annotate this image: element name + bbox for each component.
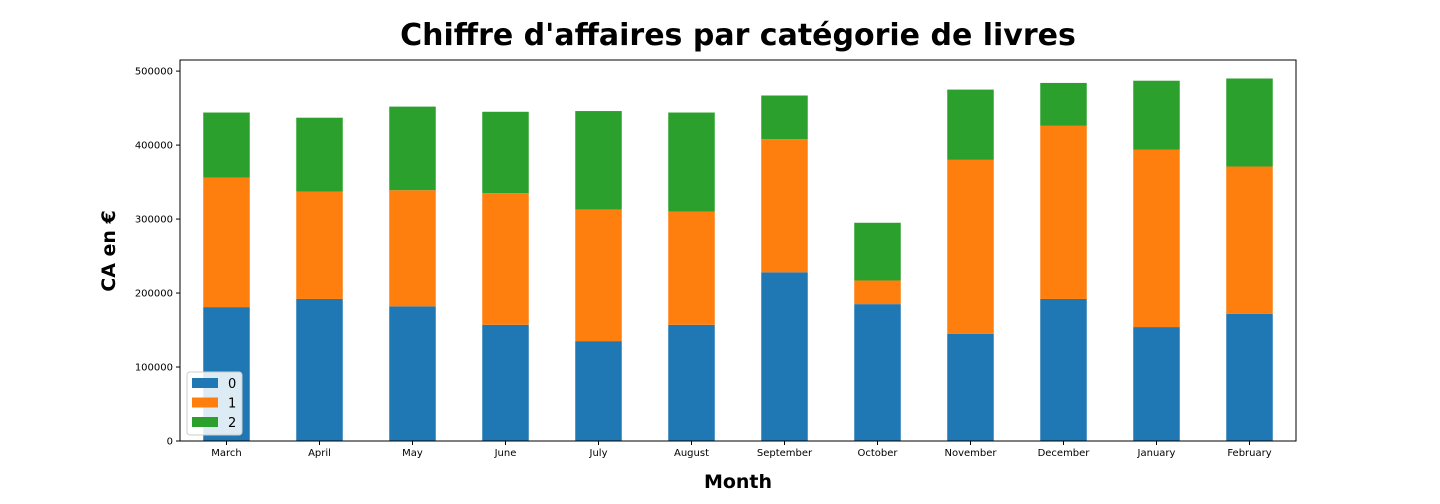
legend-swatch-series-2 [192, 417, 218, 427]
bar-july-series-1 [575, 209, 622, 342]
y-tick-label: 300000 [135, 215, 173, 226]
legend: 0 1 2 [186, 371, 243, 436]
bar-january-series-1 [1133, 149, 1180, 328]
x-tick-label: November [944, 448, 997, 459]
legend-swatch-series-0 [192, 378, 218, 388]
x-tick-label: January [1137, 448, 1176, 459]
bar-february-series-2 [1226, 78, 1273, 167]
bar-may-series-2 [389, 106, 436, 191]
bar-january-series-2 [1133, 80, 1180, 150]
bar-november-series-1 [947, 159, 994, 334]
bar-june-series-2 [482, 111, 529, 194]
bar-january-series-0 [1133, 327, 1180, 441]
plot-frame [179, 59, 1297, 442]
bar-march-series-1 [203, 177, 250, 308]
bar-april-series-2 [296, 117, 343, 192]
bar-november-series-0 [947, 333, 994, 441]
bar-december-series-2 [1040, 82, 1087, 126]
x-tick-label: May [402, 448, 423, 459]
x-tick-label: October [857, 448, 898, 459]
x-tick-label: June [494, 448, 517, 459]
legend-swatch-series-1 [192, 397, 218, 408]
bar-april-series-0 [296, 298, 343, 441]
x-tick-label: February [1227, 448, 1271, 459]
bar-october-series-0 [854, 304, 901, 441]
x-tick-label: March [211, 448, 241, 459]
bar-august-series-2 [668, 112, 715, 212]
y-tick-label: 100000 [135, 363, 173, 374]
bar-july-series-0 [575, 341, 622, 441]
bar-march-series-2 [203, 112, 250, 178]
legend-label-series-1: 1 [228, 397, 236, 412]
y-tick-label: 200000 [135, 289, 173, 300]
x-tick-label: September [757, 448, 813, 459]
bar-february-series-0 [1226, 313, 1273, 441]
y-axis-label: CA en € [98, 210, 120, 292]
legend-label-series-0: 0 [228, 377, 236, 392]
chart-title: Chiffre d'affaires par catégorie de livr… [400, 18, 1076, 53]
bar-july-series-2 [575, 111, 622, 210]
y-axis: 0 100000 200000 300000 400000 500000 [135, 67, 180, 448]
bar-june-series-1 [482, 193, 529, 325]
bar-june-series-0 [482, 324, 529, 441]
y-tick-label: 400000 [135, 141, 173, 152]
x-tick-label: July [589, 448, 608, 459]
bars-layer [203, 78, 1273, 441]
x-axis-label: Month [704, 471, 772, 493]
bar-august-series-0 [668, 324, 715, 441]
bar-october-series-2 [854, 222, 901, 281]
bar-september-series-1 [761, 139, 808, 273]
bar-october-series-1 [854, 280, 901, 305]
bar-december-series-0 [1040, 298, 1087, 441]
bar-april-series-1 [296, 191, 343, 299]
bar-may-series-1 [389, 190, 436, 307]
x-tick-label: August [674, 448, 709, 459]
y-tick-label: 0 [167, 437, 173, 448]
x-tick-label: April [308, 448, 331, 459]
bar-december-series-1 [1040, 125, 1087, 299]
y-tick-label: 500000 [135, 67, 173, 78]
bar-august-series-1 [668, 211, 715, 325]
x-tick-label: December [1038, 448, 1091, 459]
bar-november-series-2 [947, 89, 994, 160]
bar-may-series-0 [389, 306, 436, 441]
bar-september-series-2 [761, 95, 808, 140]
bar-february-series-1 [1226, 166, 1273, 314]
bar-september-series-0 [761, 272, 808, 441]
x-axis: March April May June July August September Octo… [211, 441, 1272, 459]
legend-label-series-2: 2 [228, 416, 236, 431]
